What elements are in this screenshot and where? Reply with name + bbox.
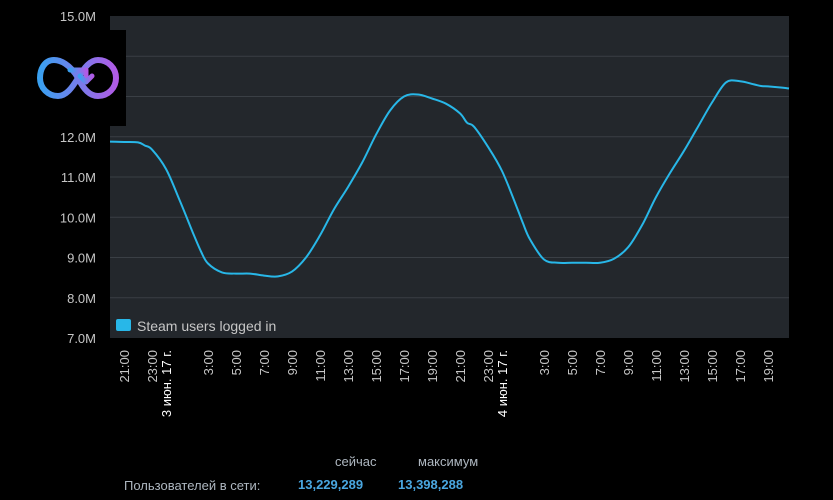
x-tick-label: 17:00	[397, 350, 412, 383]
grid-lines	[110, 55, 789, 299]
legend-swatch[interactable]	[116, 319, 131, 331]
y-tick-label: 12.0M	[60, 130, 96, 145]
y-tick-label: 8.0M	[67, 291, 96, 306]
x-tick-label: 9:00	[621, 350, 636, 375]
x-tick-label: 5:00	[229, 350, 244, 375]
x-tick-date-label: 3 июн. 17 г.	[159, 350, 174, 417]
x-tick-date-label: 4 июн. 17 г.	[495, 350, 510, 417]
x-tick-label: 15:00	[705, 350, 720, 383]
y-axis-labels: 15.0M 12.0M 11.0M 10.0M 9.0M 8.0M 7.0M	[60, 9, 96, 346]
x-tick-label: 13:00	[341, 350, 356, 383]
x-tick-label: 5:00	[565, 350, 580, 375]
x-tick-label: 13:00	[677, 350, 692, 383]
x-tick-label: 7:00	[257, 350, 272, 375]
x-tick-label: 17:00	[733, 350, 748, 383]
y-tick-label: 9.0M	[67, 251, 96, 266]
x-tick-label: 15:00	[369, 350, 384, 383]
x-tick-label: 11:00	[649, 350, 664, 382]
x-axis-labels: 21:00 23:00 3 июн. 17 г. 3:00 5:00 7:00 9:00 11…	[117, 350, 776, 417]
y-tick-label: 7.0M	[67, 331, 96, 346]
y-tick-label: 15.0M	[60, 9, 96, 24]
x-tick-label: 23:00	[145, 350, 160, 383]
x-tick-label: 23:00	[481, 350, 496, 383]
legend[interactable]: Steam users logged in	[116, 318, 276, 334]
x-tick-label: 19:00	[425, 350, 440, 383]
x-tick-label: 21:00	[117, 350, 132, 383]
x-tick-label: 19:00	[761, 350, 776, 383]
legend-label[interactable]: Steam users logged in	[137, 318, 276, 334]
sync-loop-logo-icon	[30, 30, 126, 126]
y-tick-label: 10.0M	[60, 210, 96, 225]
x-tick-label: 21:00	[453, 350, 468, 383]
x-tick-label: 3:00	[201, 350, 216, 375]
x-tick-label: 7:00	[593, 350, 608, 375]
x-tick-label: 9:00	[285, 350, 300, 375]
y-tick-label: 11.0M	[61, 170, 96, 185]
x-tick-label: 3:00	[537, 350, 552, 375]
x-tick-label: 11:00	[313, 350, 328, 382]
series-line-steam-users[interactable]	[109, 79, 790, 278]
